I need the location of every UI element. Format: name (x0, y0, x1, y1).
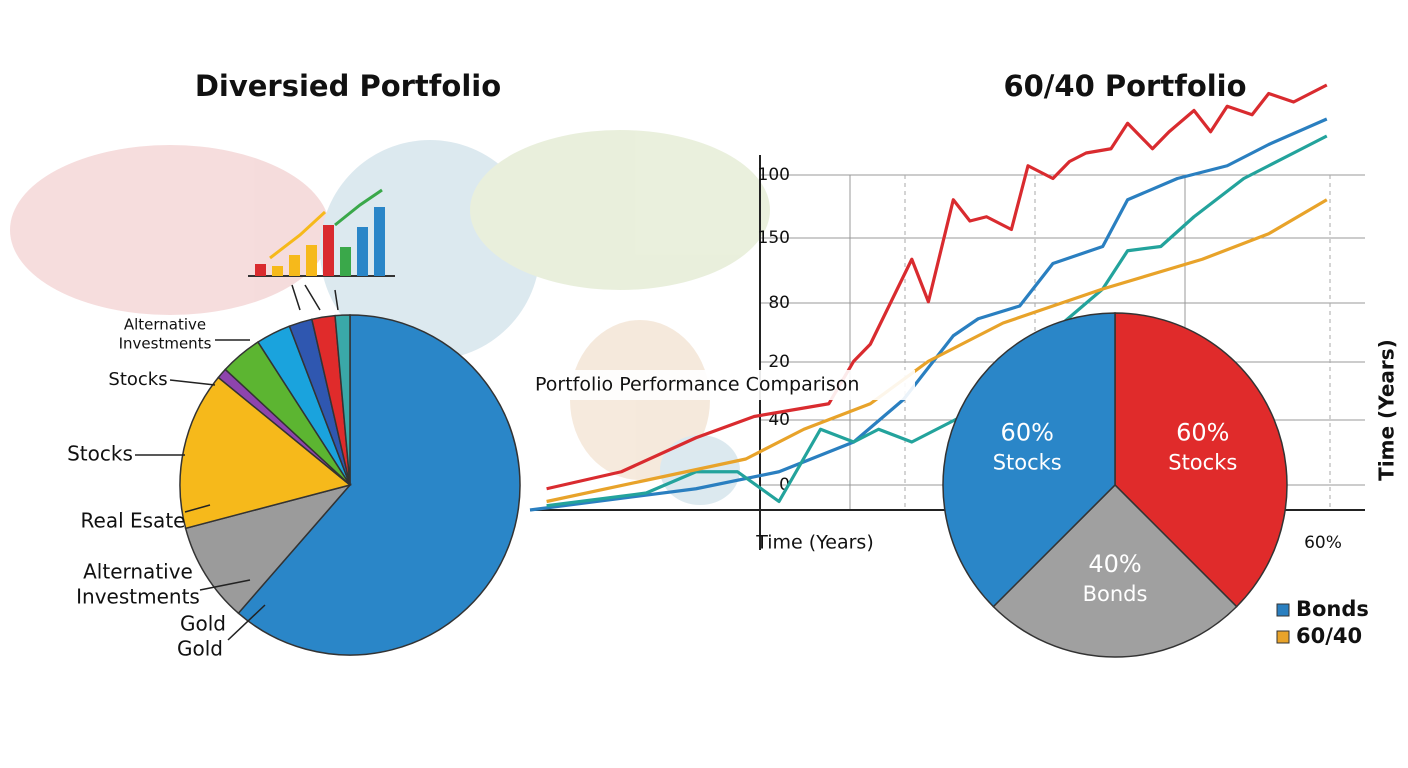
pie-slice (992, 483, 1238, 658)
leader-line (304, 284, 321, 311)
legend-label: Bonds (1296, 597, 1369, 621)
chart-title: Diversied Portfolio (195, 69, 501, 103)
title-backdrop (530, 370, 915, 400)
y-axis-label: Time (Years) (1375, 339, 1399, 481)
slice-value-label: 40% (1088, 550, 1141, 578)
slice-annotation: Real Esate (81, 509, 186, 533)
slice-category-label: Stocks (1168, 451, 1237, 475)
slice-annotation: Stocks (67, 442, 133, 466)
y-tick-label: 100 (758, 165, 790, 185)
pie-slice (179, 376, 352, 530)
pie-slice (184, 483, 353, 615)
leader-line (227, 604, 266, 641)
slice-annotation: Alternative (124, 316, 206, 334)
pie-slice (334, 314, 351, 486)
legend-swatch (1276, 603, 1290, 617)
slice-annotation: Gold (177, 637, 223, 661)
y-tick-label: 150 (758, 228, 790, 248)
slice-annotation: Stocks (108, 369, 167, 390)
slice-annotation: Investments (119, 334, 212, 352)
line-series (546, 198, 1328, 504)
y-tick-label: 20 (768, 352, 790, 372)
slice-value-label: 60% (1176, 419, 1229, 447)
legend-swatch (1276, 630, 1290, 644)
slice-annotation: Alternative (83, 560, 193, 584)
mini-bar-icon (248, 188, 395, 277)
y-tick-label: 80 (768, 293, 790, 313)
slice-category-label: Bonds (1083, 582, 1148, 606)
annotation: 60% (1304, 533, 1342, 553)
chart-title: Portfolio Performance Comparison (535, 374, 859, 396)
pie-slice (942, 312, 1116, 608)
y-tick-label: 0 (779, 475, 790, 495)
line-series (546, 83, 1328, 491)
leader-line (334, 289, 339, 311)
slice-value-label: 60% (1001, 419, 1054, 447)
pie-slice (237, 314, 521, 656)
leader-line (169, 379, 216, 386)
y-tick-label: 40 (768, 410, 790, 430)
leader-line (291, 284, 301, 311)
leader-line (184, 504, 211, 513)
pie-slice (1114, 312, 1288, 608)
chart-title: 60/40 Portfolio (1003, 69, 1246, 103)
leader-line (199, 579, 251, 591)
slice-annotation: Investments (76, 585, 200, 609)
legend-label: 60/40 (1296, 624, 1362, 648)
line-series (529, 117, 1328, 512)
slice-annotation: Gold (180, 612, 226, 636)
x-axis-label: Time (Years) (755, 532, 874, 554)
slice-category-label: Stocks (993, 451, 1062, 475)
charts: 100 150 80 20 40 0 Portfolio Performance Compa… (67, 69, 1398, 661)
